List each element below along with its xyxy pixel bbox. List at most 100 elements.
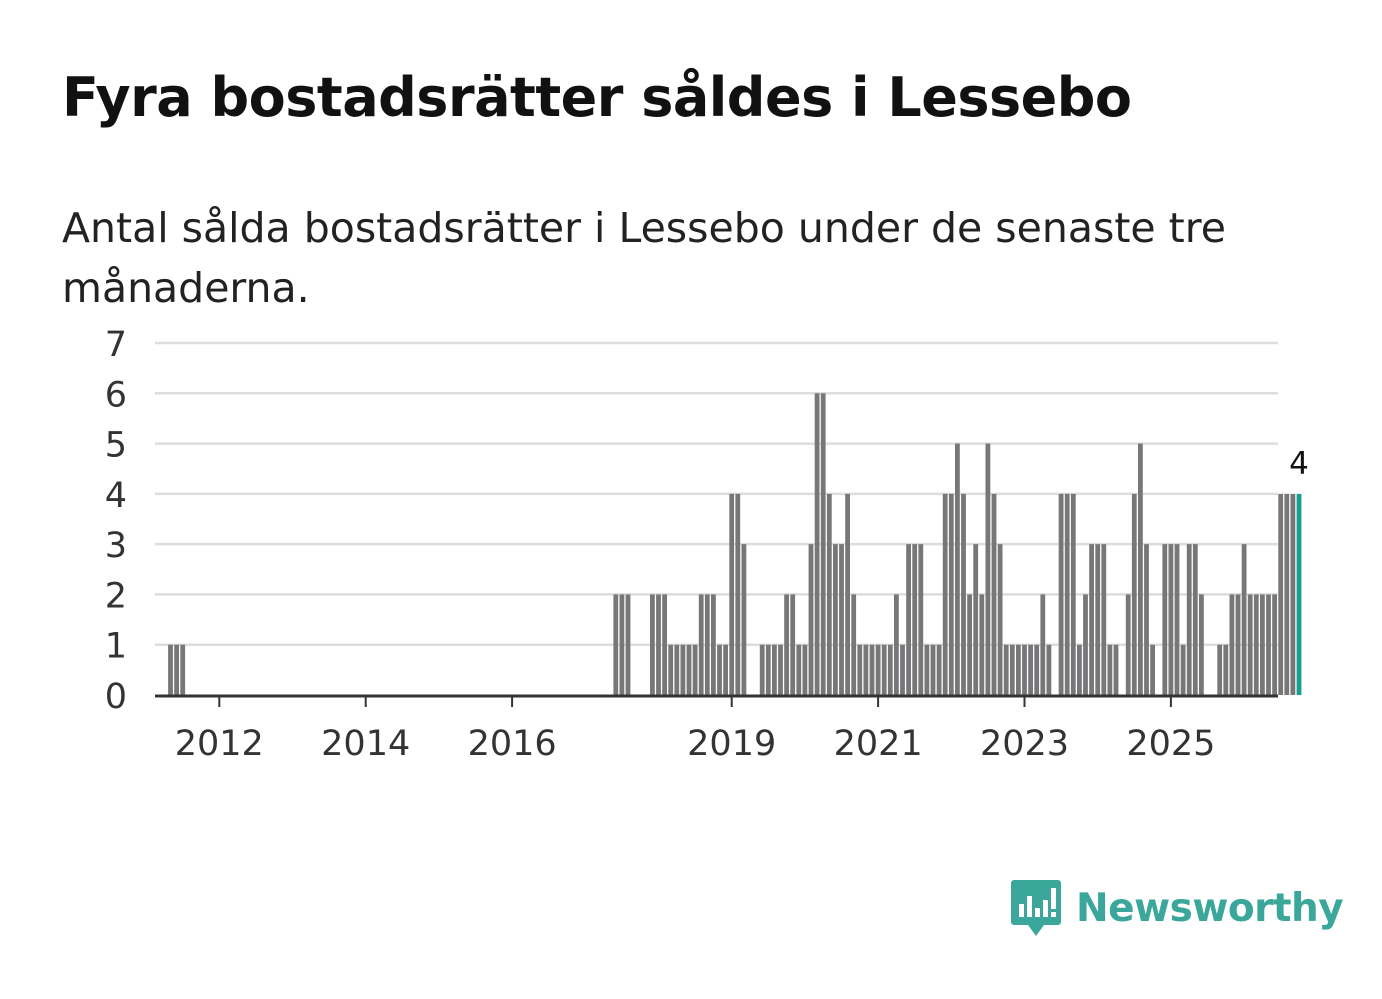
bar: [680, 644, 686, 695]
bar: [973, 544, 979, 695]
bar: [955, 443, 960, 695]
newsworthy-logo-icon: [1011, 880, 1061, 936]
bar: [997, 544, 1003, 695]
bar: [662, 594, 667, 695]
bar: [1083, 594, 1088, 695]
bar: [887, 644, 893, 695]
bar: [851, 594, 857, 695]
x-tick-label: 2021: [834, 724, 923, 764]
bar: [1028, 644, 1033, 695]
bar-highlight: [1296, 493, 1302, 695]
bar: [1046, 644, 1052, 695]
bar: [1101, 544, 1107, 695]
bar: [1290, 493, 1296, 695]
bar: [961, 493, 966, 695]
y-tick-label: 6: [105, 375, 127, 415]
bar: [729, 493, 735, 695]
bar: [1241, 544, 1247, 695]
bar: [784, 594, 789, 695]
bar: [1125, 594, 1131, 695]
annotations: 4: [1289, 446, 1309, 482]
y-tick-label: 1: [105, 627, 127, 667]
bar: [1113, 644, 1119, 695]
bar: [942, 493, 948, 695]
bar: [1272, 594, 1277, 695]
bar: [912, 544, 918, 695]
newsworthy-logo: Newsworthy: [1010, 878, 1344, 938]
y-tick-label: 7: [105, 325, 127, 365]
bar: [1278, 493, 1284, 695]
bar: [1229, 594, 1235, 695]
y-tick-label: 0: [105, 677, 127, 717]
bar: [168, 644, 173, 695]
bar: [772, 644, 777, 695]
bar: [1107, 644, 1113, 695]
bar: [1009, 644, 1015, 695]
x-axis-labels: 2012 2014 2016 2019 2021 2023 2025: [175, 724, 1216, 764]
bar: [1223, 644, 1229, 695]
chart-subtitle: Antal sålda bostadsrätter i Lessebo unde…: [62, 204, 1226, 312]
bar: [1095, 544, 1101, 695]
bar: [1186, 544, 1192, 695]
bar: [1150, 644, 1155, 695]
bars: [168, 393, 1302, 695]
bar: [1040, 594, 1046, 695]
chart-title: Fyra bostadsrätter såldes i Lessebo: [62, 66, 1132, 129]
x-tick-label: 2016: [468, 724, 557, 764]
bar: [686, 644, 692, 695]
bar: [1260, 594, 1265, 695]
bar: [839, 544, 844, 695]
bar: [808, 544, 814, 695]
x-axis: [155, 694, 1278, 707]
bar: [826, 493, 832, 695]
bar: [875, 644, 881, 695]
bar: [1192, 544, 1198, 695]
bar: [991, 493, 997, 695]
bar: [967, 594, 972, 695]
bar: [765, 644, 771, 695]
bar: [820, 393, 826, 695]
bar: [723, 644, 728, 695]
x-tick-label: 2025: [1126, 724, 1215, 764]
bar: [814, 393, 820, 695]
bar: [759, 644, 765, 695]
bar: [711, 594, 716, 695]
y-tick-label: 3: [105, 526, 127, 566]
y-tick-label: 2: [105, 576, 127, 616]
brand-name: Newsworthy: [1076, 885, 1344, 931]
bar: [625, 594, 631, 695]
x-tick-label: 2014: [321, 724, 410, 764]
bar: [698, 594, 704, 695]
bar: [741, 544, 747, 695]
y-axis-labels: 0 1 2 3 4 5 6 7: [105, 325, 127, 717]
bar: [735, 493, 741, 695]
bar: [936, 644, 942, 695]
bar: [656, 594, 661, 695]
x-tick-label: 2023: [980, 724, 1069, 764]
bar: [1034, 644, 1040, 695]
bar: [674, 644, 680, 695]
bar: [979, 594, 985, 695]
bar: [857, 644, 863, 695]
bar: [845, 493, 850, 695]
bar: [1144, 544, 1149, 695]
bar: [692, 644, 698, 695]
highlight-value-label: 4: [1289, 446, 1309, 482]
bar: [180, 644, 186, 695]
bar: [918, 544, 924, 695]
bar: [1162, 544, 1168, 695]
bar: [1266, 594, 1271, 695]
bar: [1016, 644, 1021, 695]
bar: [900, 644, 905, 695]
bar: [1058, 493, 1064, 695]
bar: [704, 594, 710, 695]
bar: [906, 544, 911, 695]
x-tick-label: 2019: [687, 724, 776, 764]
bar: [802, 644, 808, 695]
bar: [1003, 644, 1009, 695]
bar: [1070, 493, 1076, 695]
bar: [1064, 493, 1070, 695]
bar: [863, 644, 869, 695]
bar: [1235, 594, 1241, 695]
